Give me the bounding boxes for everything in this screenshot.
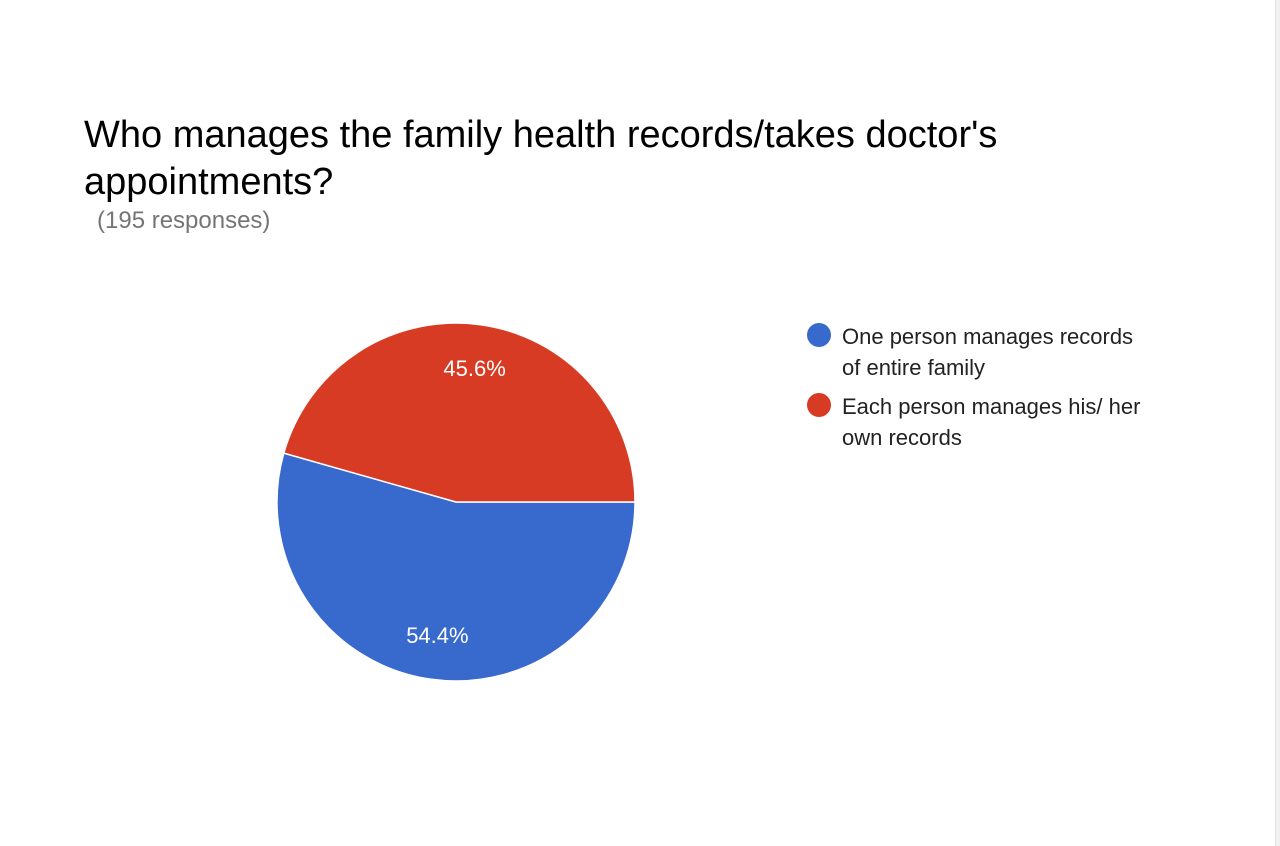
legend-dot-red-icon <box>807 393 831 417</box>
pie-chart: 54.4% 45.6% <box>276 322 636 682</box>
response-count: (195 responses) <box>97 207 271 234</box>
window-edge <box>1275 0 1280 846</box>
chart-title: Who manages the family health records/ta… <box>84 114 998 203</box>
chart-legend: One person manages records of entire fam… <box>807 321 1207 461</box>
legend-item-each-person: Each person manages his/ her own records <box>807 391 1207 453</box>
pie-slice-1 <box>276 452 636 682</box>
pie-slice-label-2: 45.6% <box>443 356 505 381</box>
pie-slice-label-1: 54.4% <box>406 623 468 648</box>
legend-label-one-person: One person manages records of entire fam… <box>842 324 1134 380</box>
pie-slice-2 <box>282 322 636 503</box>
legend-item-one-person: One person manages records of entire fam… <box>807 321 1207 383</box>
legend-dot-blue-icon <box>807 323 831 347</box>
legend-label-each-person: Each person manages his/ her own records <box>842 394 1141 450</box>
